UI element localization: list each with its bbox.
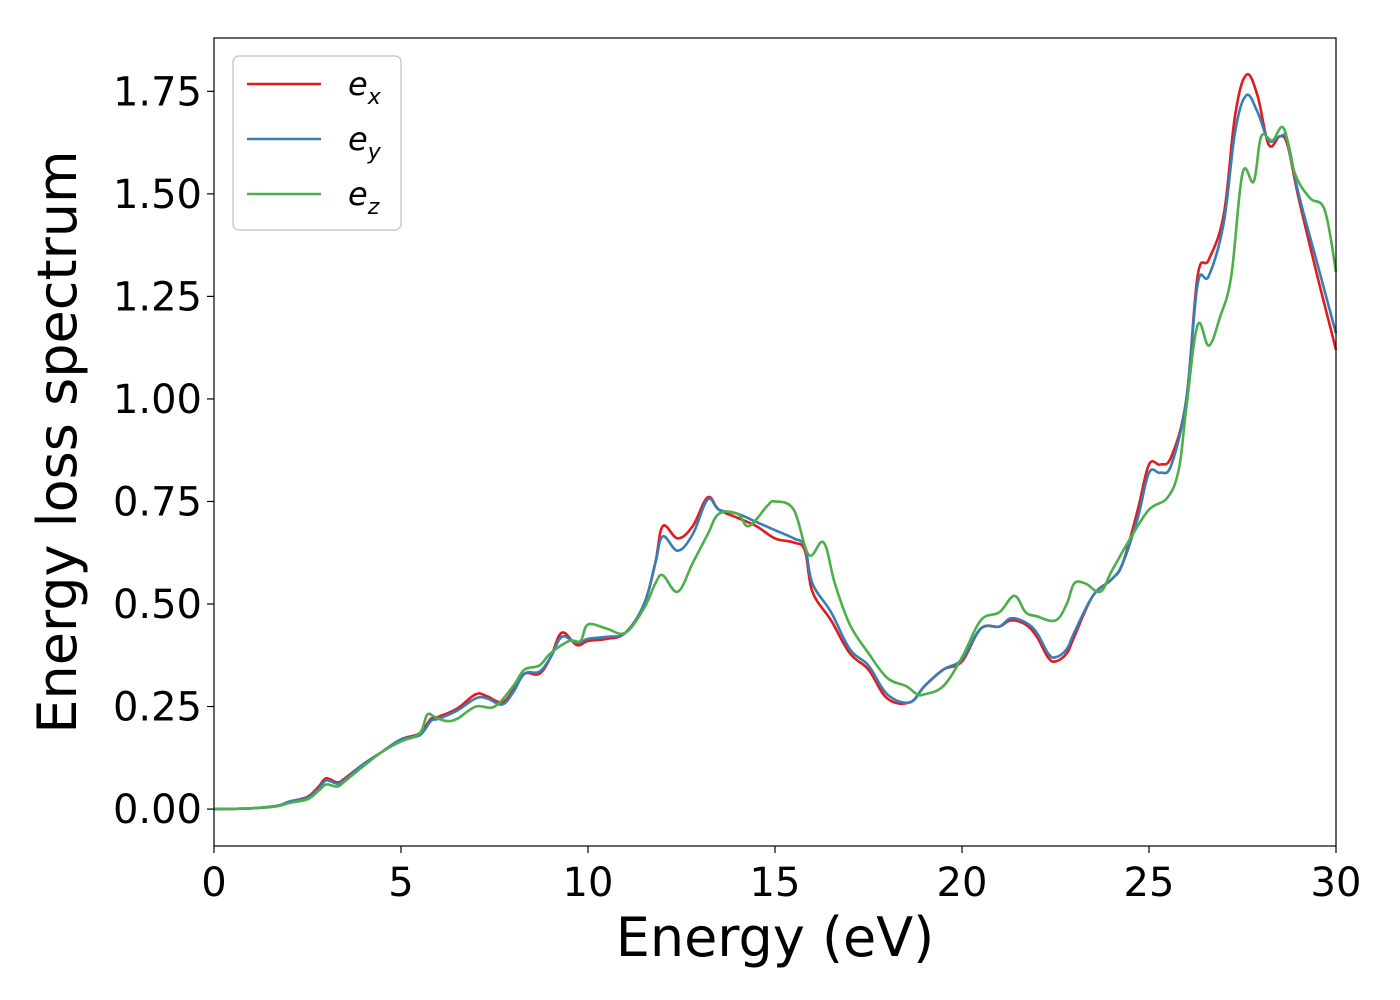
legend-label-z: ez bbox=[348, 175, 380, 220]
legend-box bbox=[232, 55, 402, 231]
legend-label-subscript: x bbox=[367, 85, 382, 110]
y-tick-label: 1.00 bbox=[113, 377, 202, 423]
series-layer bbox=[213, 72, 1338, 811]
y-axis-title: Energy loss spectrum bbox=[26, 150, 89, 733]
y-tick-label: 1.50 bbox=[113, 172, 202, 218]
y-tick-label: 1.25 bbox=[113, 274, 202, 320]
legend-label-subscript: z bbox=[367, 195, 380, 220]
x-tick-label: 25 bbox=[1124, 860, 1175, 906]
x-tick-label: 10 bbox=[563, 860, 614, 906]
legend-label-base: e bbox=[348, 65, 368, 103]
x-tick-label: 15 bbox=[750, 860, 801, 906]
y-tick-label: 0.00 bbox=[113, 787, 202, 833]
y-tick-label: 0.75 bbox=[113, 479, 202, 525]
x-tick-label: 30 bbox=[1311, 860, 1362, 906]
y-ticks: 0.00 0.25 0.50 0.75 1.00 1.25 1.50 1.75 bbox=[113, 69, 214, 833]
legend-label-x: ex bbox=[348, 65, 382, 110]
x-tick-label: 5 bbox=[388, 860, 413, 906]
x-axis-title: Energy (eV) bbox=[616, 906, 935, 969]
legend-label-y: ey bbox=[348, 120, 382, 165]
x-tick-label: 0 bbox=[201, 860, 226, 906]
legend-label-base: e bbox=[348, 175, 368, 213]
x-ticks: 0 5 10 15 20 25 30 bbox=[201, 846, 1361, 906]
y-tick-label: 0.25 bbox=[113, 685, 202, 731]
y-tick-label: 1.75 bbox=[113, 69, 202, 115]
legend-label-base: e bbox=[348, 120, 368, 158]
x-tick-label: 20 bbox=[937, 860, 988, 906]
series-line-z bbox=[213, 125, 1338, 811]
y-tick-label: 0.50 bbox=[113, 582, 202, 628]
legend-label-subscript: y bbox=[367, 140, 382, 165]
